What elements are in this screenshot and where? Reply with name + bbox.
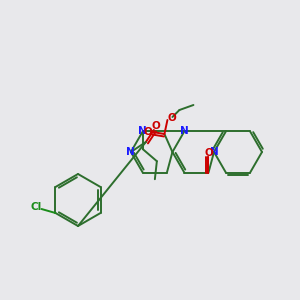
Text: N: N [210,147,218,157]
Text: N: N [127,147,135,157]
Text: O: O [204,148,213,158]
Text: O: O [167,113,176,123]
Text: N: N [180,126,189,136]
Text: N: N [139,126,147,136]
Text: O: O [152,121,160,131]
Text: Cl: Cl [31,202,42,212]
Text: O: O [143,127,152,137]
